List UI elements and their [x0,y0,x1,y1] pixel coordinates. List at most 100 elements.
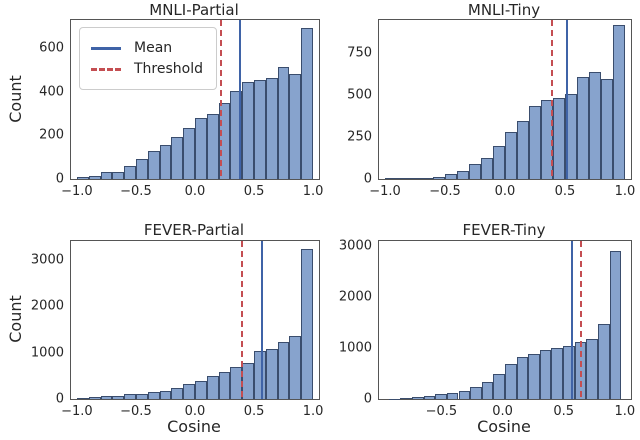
histogram-bar [254,79,266,179]
x-tick-label: −1.0 [61,184,93,199]
histogram-bar [609,251,622,399]
histogram-bar [254,351,266,399]
subplot-title-fever-tiny: FEVER-Tiny [462,221,546,239]
legend: Mean Threshold [79,27,217,90]
x-tick-label: 0.0 [184,404,206,419]
x-axis-label-cosine-left: Cosine [167,417,221,436]
x-tick-label: 0.5 [243,404,265,419]
mean-line [571,241,574,399]
histogram-bar [135,158,148,179]
y-tick-label: 400 [39,84,64,100]
histogram-bar [218,372,231,399]
subplot-title-mnli-partial: MNLI-Partial [149,1,239,19]
histogram-bar [112,171,125,179]
threshold-line-swatch-icon [91,67,121,71]
y-tick-label: 500 [347,87,372,103]
histogram-bar [505,132,517,179]
histogram-bar [505,364,517,399]
x-tick-label: −0.5 [120,184,152,199]
x-tick-label: −1.0 [369,184,401,199]
histogram-bar [277,66,290,179]
histogram-bar [289,74,302,179]
subplot-title-mnli-tiny: MNLI-Tiny [467,1,541,19]
y-tick-label: 0 [363,171,372,187]
histogram-bar [242,82,255,179]
plot-area-fever-partial: −1.0 −0.5 0.0 0.5 1.0 0 1000 2000 3000 [31,240,323,419]
y-tick-label: 3000 [338,238,372,254]
y-axis-label-count-top: Count [6,75,25,123]
x-tick-label: 1.0 [614,184,636,199]
histogram-bar [147,392,160,399]
histogram-bar [613,25,625,179]
y-tick-label: 750 [347,45,372,61]
histogram-bar [529,106,541,179]
histogram-bar [446,393,459,399]
y-tick-label: 2000 [338,289,372,305]
histogram-bar [171,387,184,399]
x-tick-label: −0.5 [425,404,458,419]
x-tick-label: 0.5 [243,184,265,199]
plot-area-mnli-tiny: −1.0 −0.5 0.0 0.5 1.0 0 250 500 750 [347,19,635,199]
histogram-bar [517,121,529,179]
x-tick-label: 0.5 [554,184,576,199]
histogram-bar [577,76,589,179]
histogram-bar [481,382,494,399]
histogram-bar [76,398,89,400]
histogram-bar [409,178,421,179]
legend-label-mean: Mean [134,40,173,56]
x-tick-label: 0.0 [184,184,206,199]
histogram-bar [265,77,278,179]
histogram-bar [76,177,89,179]
histogram-bar [412,397,424,399]
histogram-bar [458,391,471,399]
histogram-bar [563,345,575,399]
x-tick-label: −0.5 [429,184,461,199]
histogram-bar [481,158,493,179]
histogram-bar [516,357,529,399]
x-tick-label: 0.0 [494,184,516,199]
histogram-bar [289,336,302,399]
histogram-bar [206,376,219,399]
y-tick-label: 600 [39,40,64,56]
histogram-bar [400,398,413,400]
histogram-bar [457,170,469,179]
histogram-bar [124,394,136,399]
histogram-bar [159,390,172,399]
histogram-bar [528,354,540,399]
histogram-bar [493,145,505,179]
histogram-bar [183,127,195,179]
plot-area-mnli-partial: Mean Threshold −1.0 −0.5 0.0 0.5 1.0 0 200 400 6… [39,19,323,199]
y-tick-label: 1000 [30,345,64,361]
histogram-bar [421,178,433,179]
histogram-bar [159,144,172,179]
x-tick-label: 1.0 [614,404,636,419]
y-tick-label: 0 [55,391,64,407]
histogram-bar [397,177,409,179]
y-tick-label: 0 [363,391,372,407]
histogram-bar [100,396,113,399]
y-tick-label: 250 [347,129,372,145]
histogram-bar [470,387,482,399]
threshold-line [550,20,553,179]
histogram-bar [183,384,195,399]
plot-area-fever-tiny: −0.5 0.0 0.5 1.0 0 1000 2000 3000 [339,239,635,419]
mean-line [261,241,264,399]
histogram-bar [423,395,436,399]
histogram-bar [112,396,125,399]
histogram-bar [171,136,184,179]
histogram-bar [88,397,101,399]
y-tick-label: 3000 [30,252,64,268]
histogram-bar [135,393,148,399]
legend-label-threshold: Threshold [134,61,203,77]
x-tick-label: 1.0 [302,184,324,199]
threshold-line [241,241,244,399]
histogram-bar [435,394,447,399]
y-tick-label: 0 [55,171,64,187]
mean-line-swatch-icon [91,46,121,50]
y-tick-label: 200 [39,127,64,143]
histogram-bar [553,97,565,179]
y-tick-label: 1000 [338,340,372,356]
histogram-bar [301,27,314,179]
y-tick-label: 2000 [30,298,64,314]
y-axis-label-count-bottom: Count [6,295,25,343]
